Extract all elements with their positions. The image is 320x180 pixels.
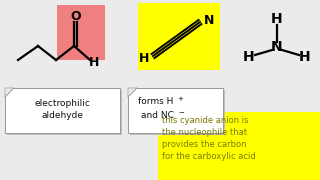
Text: N: N <box>271 40 283 54</box>
Text: H: H <box>299 50 311 64</box>
Text: H: H <box>89 57 99 69</box>
Text: +: + <box>178 96 183 102</box>
Text: electrophilic
aldehyde: electrophilic aldehyde <box>35 99 91 120</box>
Text: H: H <box>271 12 283 26</box>
Text: H: H <box>243 50 255 64</box>
Bar <box>57 5 105 60</box>
Bar <box>5 88 120 133</box>
Bar <box>130 90 225 135</box>
Text: provides the carbon: provides the carbon <box>162 140 246 149</box>
Polygon shape <box>5 88 14 97</box>
Text: this cyanide anion is: this cyanide anion is <box>162 116 249 125</box>
Bar <box>7 90 122 135</box>
Bar <box>128 88 223 133</box>
Text: O: O <box>70 10 81 24</box>
Text: H: H <box>139 51 149 64</box>
Text: N: N <box>204 14 214 26</box>
Text: −: − <box>179 110 184 116</box>
Polygon shape <box>128 88 137 97</box>
Bar <box>158 112 320 180</box>
Text: the nucleophile that: the nucleophile that <box>162 128 247 137</box>
Text: and NC: and NC <box>140 111 173 120</box>
Text: for the carboxylic acid: for the carboxylic acid <box>162 152 256 161</box>
Bar <box>138 3 220 70</box>
Text: forms H: forms H <box>138 98 173 107</box>
